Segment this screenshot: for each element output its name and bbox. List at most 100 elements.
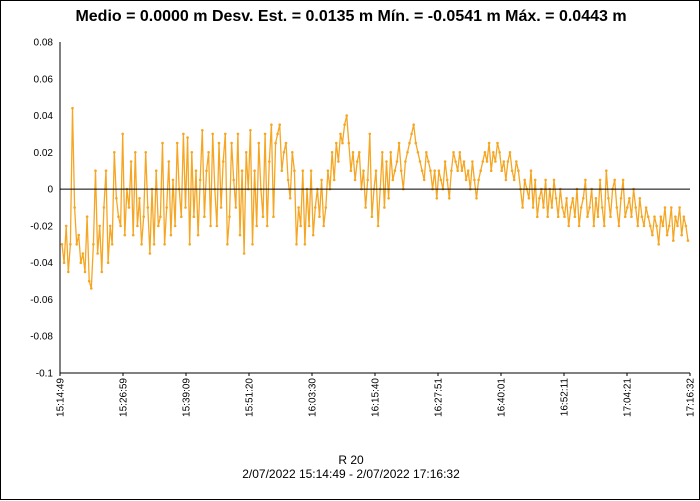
data-point [232, 178, 235, 182]
data-point [420, 169, 424, 172]
data-point [471, 160, 474, 163]
data-point [249, 129, 252, 132]
data-point [433, 169, 437, 172]
data-point [129, 160, 133, 163]
data-point [418, 160, 422, 163]
data-point [253, 169, 256, 172]
data-point [108, 224, 112, 228]
data-point [309, 169, 313, 172]
data-point [332, 178, 336, 182]
data-point [636, 224, 640, 228]
data-point [209, 224, 212, 228]
data-point [345, 114, 349, 117]
data-point [387, 197, 390, 200]
data-point [410, 132, 413, 136]
data-point [293, 169, 296, 172]
data-point [94, 169, 97, 172]
y-tick-label: -0.1 [36, 369, 54, 380]
data-point [527, 197, 531, 200]
data-point [550, 206, 554, 209]
data-point [621, 178, 625, 182]
data-point [73, 206, 76, 209]
data-point [521, 206, 524, 209]
data-point [165, 206, 168, 209]
data-point [62, 261, 66, 265]
data-point [154, 169, 158, 172]
x-tick-label: 15:26:59 [119, 378, 130, 417]
data-point [646, 215, 650, 218]
data-point [552, 178, 556, 182]
data-point [466, 169, 470, 172]
data-point [594, 197, 598, 200]
data-point [92, 243, 95, 246]
date-range: 2/07/2022 15:14:49 - 2/07/2022 17:16:32 [242, 467, 460, 481]
data-point [121, 132, 124, 136]
chart-footer: R 20 2/07/2022 15:14:49 - 2/07/2022 17:1… [1, 453, 700, 481]
data-point [567, 224, 570, 228]
data-point [462, 160, 466, 163]
data-point [500, 169, 504, 172]
data-point [240, 169, 244, 172]
data-point [531, 206, 535, 209]
x-tick-label: 16:03:30 [308, 378, 319, 417]
data-point [682, 215, 686, 218]
data-point [512, 178, 516, 182]
data-point [211, 132, 214, 136]
data-point [364, 206, 367, 209]
x-tick-label: 16:52:11 [560, 378, 571, 417]
data-point [186, 136, 189, 139]
data-point [638, 197, 642, 200]
x-tick-label: 17:16:32 [686, 378, 697, 417]
data-point [475, 197, 478, 200]
data-point [115, 197, 118, 200]
x-tick-label: 16:27:51 [434, 378, 445, 417]
data-point [159, 215, 162, 218]
data-point [119, 224, 122, 228]
data-point [464, 178, 468, 182]
data-point [196, 233, 200, 237]
data-point [98, 224, 101, 228]
data-point [96, 252, 99, 255]
data-point [71, 106, 74, 110]
data-point [167, 160, 171, 163]
data-point [106, 261, 110, 265]
data-point [640, 215, 644, 218]
data-point [326, 169, 330, 172]
data-point [383, 206, 386, 209]
data-point [655, 224, 658, 228]
data-point [630, 215, 633, 218]
data-point [236, 132, 240, 136]
data-point [443, 160, 447, 163]
data-point [138, 197, 141, 200]
data-point [569, 206, 573, 209]
data-point [481, 160, 485, 163]
data-point [502, 160, 506, 163]
y-tick-label: 0.02 [34, 148, 54, 159]
data-point [234, 206, 238, 209]
data-point [617, 224, 621, 228]
data-point [270, 123, 273, 126]
data-point [307, 224, 311, 228]
data-point [686, 239, 690, 242]
data-point [265, 224, 269, 228]
data-point [678, 206, 681, 209]
data-point [477, 178, 480, 182]
data-point [588, 206, 591, 209]
data-point [251, 243, 254, 246]
data-point [684, 224, 688, 228]
data-point [626, 206, 629, 209]
data-point [286, 178, 290, 182]
chart-title: Medio = 0.0000 m Desv. Est. = 0.0135 m M… [75, 8, 627, 25]
data-point [163, 243, 166, 246]
data-point [351, 151, 355, 154]
data-point [355, 160, 359, 163]
data-point [649, 224, 652, 228]
x-tick-label: 16:40:01 [497, 378, 508, 417]
data-point [412, 123, 416, 126]
data-point [596, 215, 600, 218]
data-point [190, 151, 194, 154]
data-point [538, 197, 541, 200]
data-point [217, 141, 221, 145]
data-point [584, 178, 587, 182]
data-point [563, 215, 566, 218]
